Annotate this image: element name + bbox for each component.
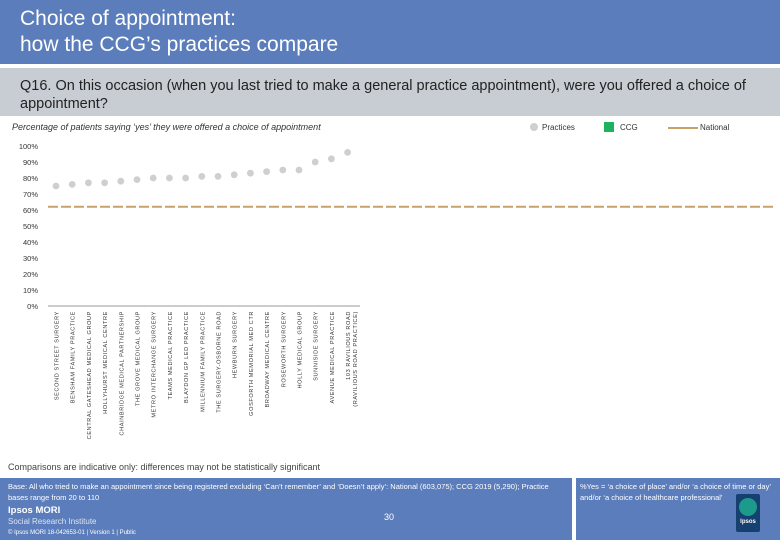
category-label: THE GROVE MEDICAL GROUP — [136, 311, 142, 406]
base-panel — [0, 478, 572, 540]
practice-point — [182, 174, 190, 182]
category-label: SECOND STREET SURGERY — [55, 311, 61, 400]
practice-point — [295, 166, 303, 174]
category-label: ROSEWORTH SURGERY — [281, 311, 287, 387]
practice-point — [52, 182, 60, 190]
category-label: CENTRAL GATESHEAD MEDICAL GROUP — [87, 311, 93, 439]
ipsos-logo-text: Ipsos — [740, 519, 756, 525]
practice-point — [68, 181, 76, 188]
brand-name: Ipsos MORI — [8, 505, 61, 516]
practice-point — [85, 179, 92, 187]
comparison-caveat: Comparisons are indicative only: differe… — [8, 462, 320, 472]
category-label: CHAINBRIDGE MEDICAL PARTNERSHIP — [119, 311, 125, 435]
y-tick-label: 30% — [23, 254, 38, 263]
chart-legend: Practices CCG National — [520, 122, 780, 136]
y-tick-label: 50% — [23, 222, 38, 231]
category-label: HOLLYHURST MEDICAL CENTRE — [103, 311, 109, 414]
category-label: TEAMS MEDICAL PRACTICE — [168, 311, 174, 400]
practice-point — [247, 169, 254, 177]
practice-point — [214, 173, 222, 180]
question-band: Q16. On this occasion (when you last tri… — [0, 68, 780, 116]
y-tick-label: 90% — [23, 158, 38, 167]
legend-national-label: National — [700, 123, 730, 132]
practice-point — [344, 149, 351, 156]
y-tick-label: 80% — [23, 174, 38, 183]
page-number: 30 — [384, 512, 395, 522]
category-label: THE SURGERY-OSBORNE ROAD — [217, 311, 223, 413]
category-label: SUNNISIDE SURGERY — [314, 311, 320, 381]
base-text: Base: All who tried to make an appointme… — [8, 482, 549, 502]
practice-point — [198, 173, 206, 180]
category-label: MILLENNIUM FAMILY PRACTICE — [200, 311, 206, 412]
y-tick-label: 40% — [23, 238, 38, 247]
practice-point — [279, 166, 287, 174]
category-label: GOSFORTH MEMORIAL MED CTR — [249, 311, 255, 416]
y-tick-label: 60% — [23, 206, 38, 215]
y-tick-label: 20% — [23, 270, 38, 279]
category-label: BROADWAY MEDICAL CENTRE — [265, 311, 271, 407]
practice-point — [133, 176, 141, 183]
chart-subtitle: Percentage of patients saying ‘yes’ they… — [12, 122, 321, 132]
practice-point — [230, 171, 238, 179]
page-title: Choice of appointment: how the CCG’s pra… — [20, 7, 339, 56]
ipsos-logo-mark — [739, 498, 757, 516]
practice-point — [166, 174, 173, 182]
practice-point — [101, 179, 108, 187]
legend-practices-label: Practices — [542, 123, 575, 132]
y-tick-label: 70% — [23, 190, 38, 199]
legend-ccg-label: CCG — [620, 123, 638, 132]
category-label: AVENUE MEDICAL PRACTICE — [330, 311, 336, 403]
legend-ccg-marker — [604, 122, 614, 132]
definition-text: %Yes = ‘a choice of place’ and/or ‘a cho… — [580, 482, 771, 502]
practice-point — [117, 177, 125, 185]
category-label: METRO INTERCHANGE SURGERY — [152, 311, 158, 418]
practice-point — [311, 158, 319, 166]
header-bar: Choice of appointment: how the CCG’s pra… — [0, 0, 780, 64]
copyright-text: © Ipsos MORI 18-042653-01 | Version 1 | … — [8, 530, 136, 536]
category-label: 103 RAVILIOUS ROAD(RAVILIOUS ROAD PRACTI… — [346, 311, 359, 407]
legend-national-marker — [668, 127, 698, 129]
y-tick-label: 100% — [19, 142, 39, 151]
legend-practices-marker — [530, 123, 538, 131]
y-tick-label: 10% — [23, 286, 38, 295]
brand-subtitle: Social Research Institute — [8, 517, 97, 526]
category-label: BENSHAM FAMILY PRACTICE — [71, 311, 77, 403]
practice-point — [263, 168, 270, 175]
practice-point — [149, 174, 157, 182]
category-label: BLAYDON GP LED PRACTICE — [184, 311, 190, 403]
category-label: HEWBURN SURGERY — [233, 311, 239, 378]
chart-area: 0% 10% 20% 30% 40% 50% 60% 70% 80% 90% 100% SECOND … — [19, 142, 775, 439]
y-tick-label: 0% — [27, 302, 38, 311]
practice-point — [328, 155, 335, 163]
question-text: Q16. On this occasion (when you last tri… — [20, 78, 746, 112]
category-label: HOLLY MEDICAL GROUP — [298, 311, 304, 389]
